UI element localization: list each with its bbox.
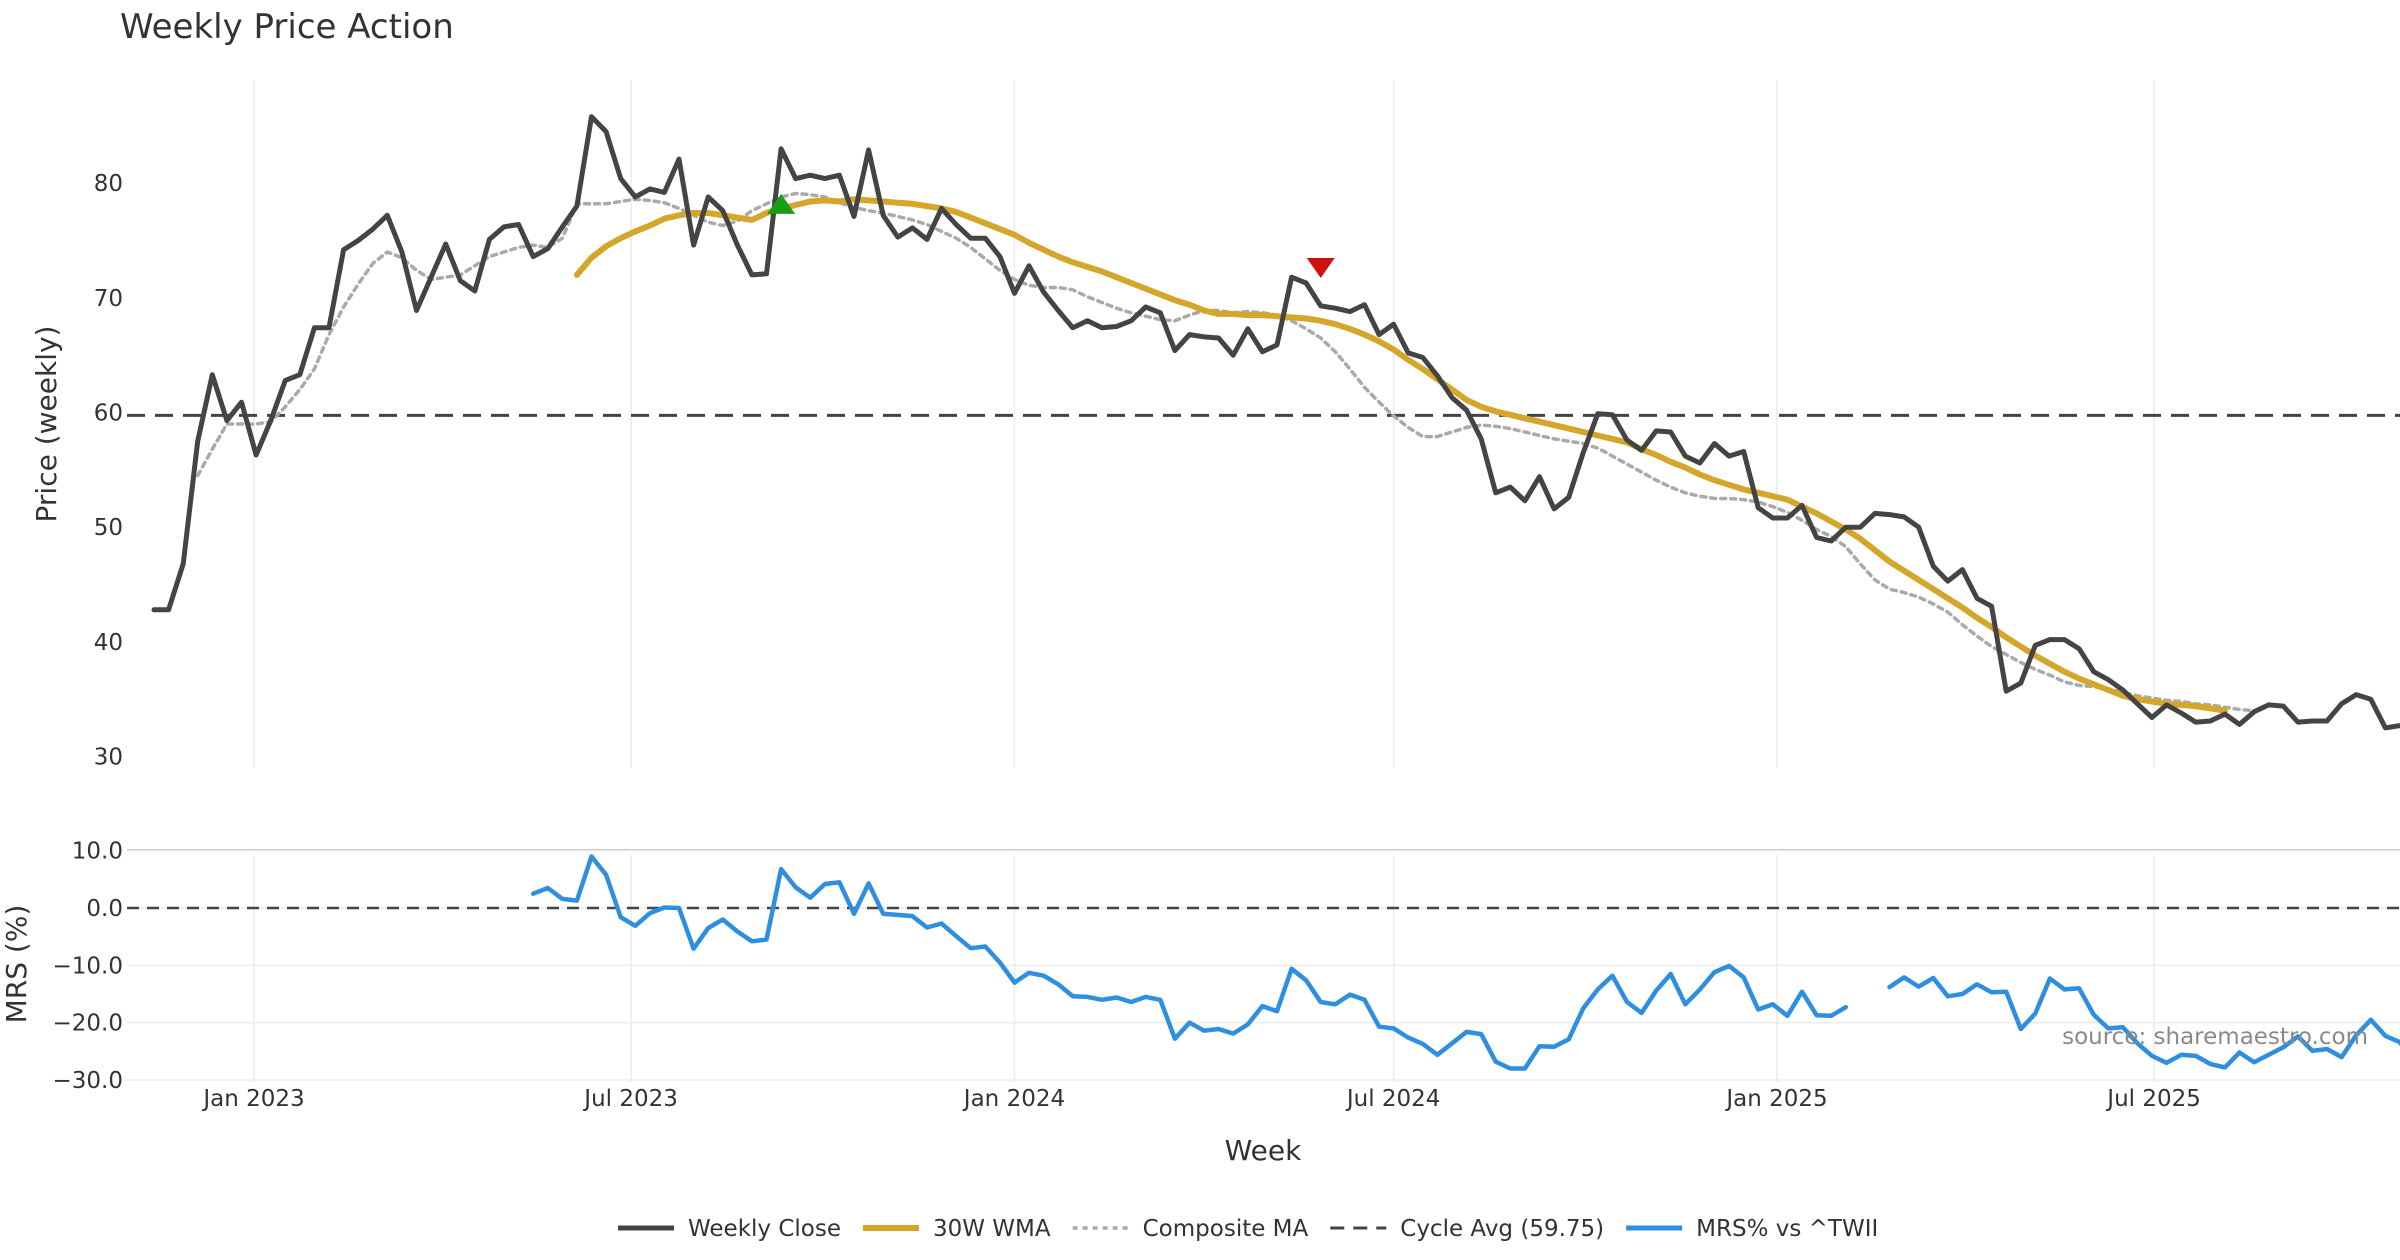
x-axis-label: Week [1225, 1134, 1302, 1167]
price-y-tick-label: 40 [94, 630, 123, 656]
mrs-gridlines [127, 849, 2400, 1082]
price-y-tick-label: 50 [94, 515, 123, 541]
x-tick-label: Jan 2024 [962, 1086, 1065, 1112]
mrs-y-tick-label: 0.0 [86, 896, 123, 922]
series-line-close [151, 114, 2400, 731]
mrs-y-tick-label: −20.0 [53, 1011, 123, 1037]
series-line-mrs [530, 854, 2400, 1071]
mrs-series-lines [530, 854, 2400, 1071]
x-tick-labels: Jan 2023 Jul 2023 Jan 2024 Jul 2024 Jan 2025… [201, 1086, 2201, 1112]
price-y-tick-label: 30 [94, 745, 123, 771]
series-line-cma [195, 191, 2256, 713]
legend-label-cma: Composite MA [1143, 1216, 1309, 1242]
price-series-lines [151, 114, 2400, 731]
sell-signal-marker [1306, 258, 1335, 279]
price-y-tick-label: 80 [94, 171, 123, 197]
buy-signal-marker [767, 193, 796, 214]
legend-label-close: Weekly Close [688, 1216, 841, 1242]
x-tick-label: Jul 2025 [2105, 1086, 2201, 1112]
chart-title: Weekly Price Action [120, 7, 454, 47]
x-tick-label: Jul 2024 [1345, 1086, 1441, 1112]
price-y-tick-labels: 30 40 50 60 70 80 [94, 171, 123, 770]
mrs-y-tick-label: −10.0 [53, 953, 123, 979]
signal-markers [767, 193, 1335, 279]
mrs-y-tick-label: −30.0 [53, 1068, 123, 1094]
mrs-y-tick-labels: 10.0 0.0 −10.0 −20.0 −30.0 [53, 839, 123, 1094]
price-y-tick-label: 70 [94, 286, 123, 312]
source-credit: source: sharemaestro.com [2062, 1024, 2368, 1050]
price-panel: 30 40 50 60 70 80 [94, 80, 2400, 771]
mrs-panel: 10.0 0.0 −10.0 −20.0 −30.0 [53, 839, 2400, 1094]
legend-label-mrs: MRS% vs ^TWII [1696, 1216, 1878, 1242]
series-line-wma [573, 196, 2228, 714]
x-tick-label: Jan 2023 [201, 1086, 304, 1112]
mrs-y-tick-label: 10.0 [72, 839, 123, 865]
legend-label-wma: 30W WMA [933, 1216, 1051, 1242]
mrs-axis-label: MRS (%) [0, 905, 33, 1024]
price-y-tick-label: 60 [94, 401, 123, 427]
x-tick-label: Jul 2023 [582, 1086, 678, 1112]
price-gridlines [253, 80, 2155, 768]
price-axis-label: Price (weekly) [30, 326, 63, 523]
legend: Weekly Close 30W WMA Composite MA Cycle Avg… [618, 1216, 1878, 1242]
x-tick-label: Jan 2025 [1724, 1086, 1827, 1112]
legend-label-cycle: Cycle Avg (59.75) [1400, 1216, 1604, 1242]
